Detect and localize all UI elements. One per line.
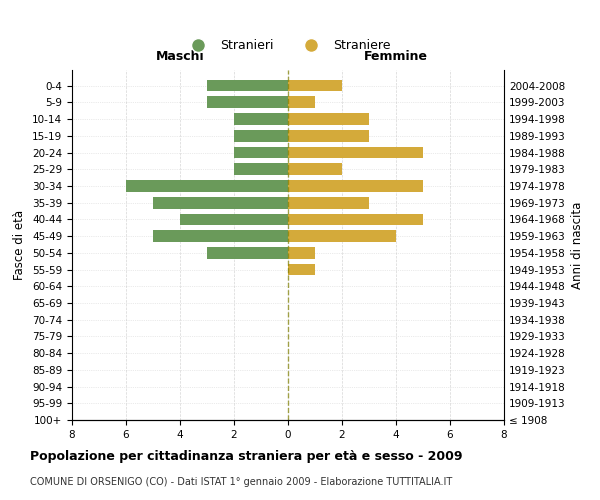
Bar (288, 80, 342, 92)
Bar (288, 247, 315, 258)
Bar (180, 214, 288, 225)
Bar (288, 130, 369, 141)
Bar (288, 96, 315, 108)
Bar (234, 130, 288, 141)
Bar (288, 146, 423, 158)
Bar (288, 264, 315, 276)
Bar (207, 247, 288, 258)
Y-axis label: Anni di nascita: Anni di nascita (571, 202, 584, 288)
Text: COMUNE DI ORSENIGO (CO) - Dati ISTAT 1° gennaio 2009 - Elaborazione TUTTITALIA.I: COMUNE DI ORSENIGO (CO) - Dati ISTAT 1° … (30, 477, 452, 487)
Bar (288, 164, 342, 175)
Y-axis label: Fasce di età: Fasce di età (13, 210, 26, 280)
Bar (288, 180, 423, 192)
Bar (234, 113, 288, 125)
Bar (153, 230, 288, 242)
Bar (126, 180, 288, 192)
Bar (288, 214, 423, 225)
Legend: Stranieri, Straniere: Stranieri, Straniere (180, 34, 396, 57)
Bar (234, 164, 288, 175)
Bar (207, 80, 288, 92)
Bar (207, 96, 288, 108)
Bar (288, 197, 369, 208)
Bar (234, 146, 288, 158)
Text: Femmine: Femmine (364, 50, 428, 63)
Bar (153, 197, 288, 208)
Bar (288, 230, 396, 242)
Bar (288, 113, 369, 125)
Text: Popolazione per cittadinanza straniera per età e sesso - 2009: Popolazione per cittadinanza straniera p… (30, 450, 463, 463)
Text: Maschi: Maschi (155, 50, 205, 63)
